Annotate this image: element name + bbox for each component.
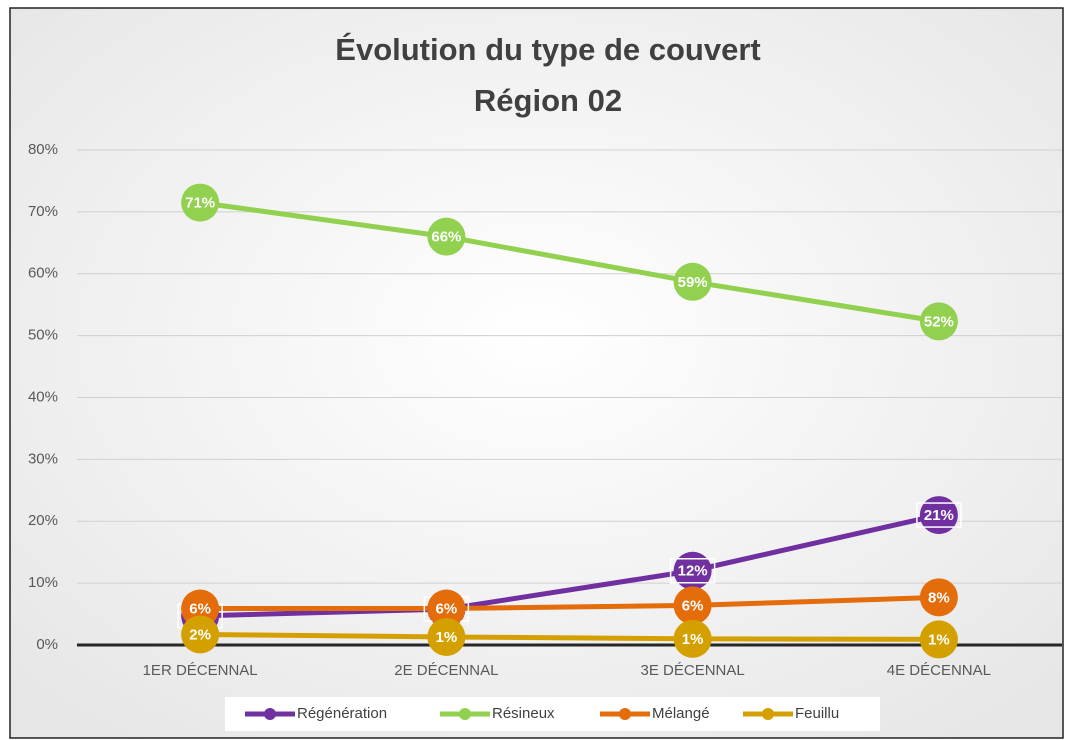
label-box [916,502,962,528]
series-line [200,594,939,611]
marker [673,262,712,301]
data-label: 1% [682,631,704,648]
legend-label: Régénération [297,705,387,722]
y-tick-label: 20% [28,512,58,529]
legend-label: Mélangé [652,705,710,722]
marker [919,302,958,341]
data-label: 12% [678,563,708,580]
marker [919,496,958,535]
series-line [200,512,940,619]
data-label: 21% [924,507,954,524]
marker [919,578,958,617]
marker [673,551,712,590]
x-tick-label: 3E DÉCENNAL [641,662,745,679]
x-tick-label: 4E DÉCENNAL [887,662,991,679]
y-tick-label: 0% [36,636,58,653]
series-line [199,200,940,324]
marker [427,217,466,256]
legend-marker [459,708,471,720]
marker [181,615,220,654]
series-line [200,631,939,642]
x-tick-label: 2E DÉCENNAL [394,662,498,679]
marker [919,620,958,659]
x-tick-label: 1ER DÉCENNAL [143,662,258,679]
data-label: 6% [436,600,458,617]
y-tick-label: 50% [28,327,58,344]
y-tick-label: 10% [28,574,58,591]
legend-label: Résineux [492,705,555,722]
marker [427,617,466,656]
data-label: 2% [189,626,211,643]
y-tick-label: 60% [28,265,58,282]
y-tick-label: 30% [28,450,58,467]
label-box [669,558,716,584]
legend-marker [619,708,631,720]
data-label: 59% [678,274,708,291]
data-label: 8% [928,589,950,606]
y-tick-label: 80% [28,141,58,158]
marker [181,183,220,222]
marker [181,589,220,628]
chart-subtitle: Région 02 [474,83,622,118]
data-label: 66% [431,229,461,246]
data-label: 52% [924,313,954,330]
marker [673,586,712,625]
data-label: 6% [682,597,704,614]
marker [673,619,712,658]
data-label: 1% [436,629,458,646]
data-label: 6% [189,600,211,617]
marker [427,589,466,628]
data-label: 1% [928,631,950,648]
chart-title: Évolution du type de couvert [335,32,760,67]
legend-marker [264,708,276,720]
y-tick-label: 70% [28,203,58,220]
data-label: 71% [185,195,215,212]
legend-label: Feuillu [795,705,839,722]
y-tick-label: 40% [28,388,58,405]
legend-marker [762,708,774,720]
